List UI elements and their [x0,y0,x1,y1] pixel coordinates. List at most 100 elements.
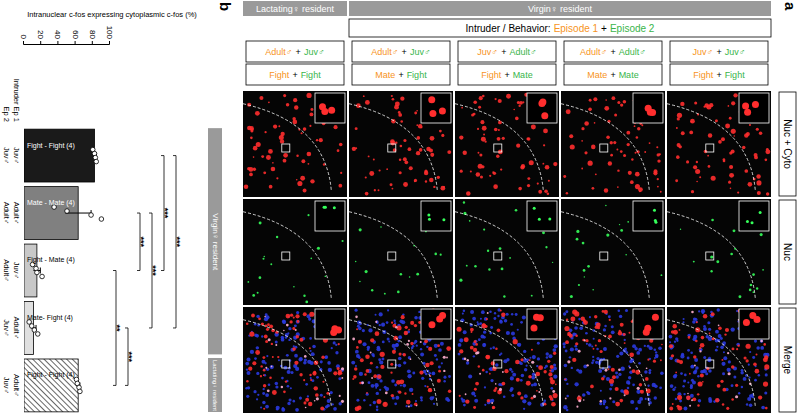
cell-signal [377,399,382,404]
cell-signal [309,347,311,349]
cell-signal [447,399,450,402]
cell-signal [366,392,368,394]
cell-signal [391,322,393,324]
cell-signal [271,366,273,368]
cell-signal [356,328,358,330]
cell-signal [266,155,271,160]
cell-signal [729,173,734,178]
cell-signal [494,312,496,314]
cell-signal [400,120,403,123]
cell-signal [267,389,270,392]
cell-signal [612,375,616,379]
cell-signal [352,147,356,151]
cell-signal [639,397,643,401]
cell-signal [290,387,292,389]
cell-signal [390,183,393,186]
cell-signal [424,339,428,343]
micrograph-background [561,199,665,305]
cell-signal [703,106,705,108]
cell-signal [385,391,388,394]
cell-signal [498,99,502,103]
cell-signal [590,385,594,389]
cell-signal [459,338,463,342]
episode-2-item: Fight [725,70,746,80]
cell-signal [376,406,378,408]
micrograph-background [455,307,559,413]
cell-signal [254,357,257,360]
cell-signal [698,381,703,386]
episode-1-item: Adult♂ [265,47,292,57]
cell-signal [565,350,568,353]
inset-marker [600,360,608,368]
column-header-box [779,200,796,304]
cell-signal [309,312,314,317]
cell-signal [252,294,255,297]
cell-signal [366,393,369,396]
cell-signal [286,354,289,357]
cell-signal [245,387,247,389]
cell-signal [564,364,568,368]
joiner: + [398,70,403,80]
cell-signal [581,168,583,170]
cell-signal [618,368,621,371]
cell-signal [259,96,263,100]
cell-signal [749,289,752,292]
cell-signal [524,368,527,371]
cell-signal [268,101,270,103]
cell-signal [479,373,481,375]
cell-signal [649,346,653,350]
column-header-box [779,308,796,412]
cell-signal [656,146,658,148]
cell-signal [526,365,528,367]
cell-signal [280,139,284,143]
cell-signal [320,394,323,397]
cell-signal [660,371,664,375]
cell-signal [479,153,482,156]
bar-label: Fight - Mate (4) [27,256,75,264]
cell-signal [563,405,567,409]
cell-signal [370,362,373,365]
cell-signal [749,376,751,378]
cell-signal [542,163,544,165]
cell-signal [617,186,619,188]
micrograph [667,199,771,305]
cell-signal [294,361,298,365]
cell-signal [443,186,445,188]
cell-signal [476,172,481,177]
cell-signal [365,192,369,196]
cell-signal [493,172,496,175]
cell-signal [547,192,549,194]
cell-signal [618,331,622,335]
cell-signal [544,400,546,402]
cell-signal [420,396,423,399]
cell-signal [657,186,659,188]
cell-signal [383,402,388,407]
cell-signal [753,362,757,366]
condition-box [246,41,344,62]
inset-zoom [315,93,345,123]
cell-signal [247,103,251,107]
micrograph [455,307,559,413]
cell-signal [699,347,701,349]
cell-signal [603,328,606,331]
cell-signal [390,363,393,366]
cell-signal [708,328,711,331]
cell-signal [578,399,581,402]
cell-signal [756,346,760,350]
cell-signal [733,375,736,378]
cell-signal [697,404,699,406]
cell-signal [638,362,641,365]
cell-signal [707,155,709,157]
inset-zoom [421,201,451,231]
cell-signal [487,312,489,314]
inset-cell [333,206,336,209]
cell-signal [320,407,324,411]
cell-signal [247,357,251,361]
inset-marker [388,252,396,260]
cell-signal [401,315,405,319]
cell-signal [520,362,523,365]
cell-signal [408,340,410,342]
cell-signal [307,395,309,397]
cell-signal [648,371,651,374]
cell-signal [744,133,748,137]
